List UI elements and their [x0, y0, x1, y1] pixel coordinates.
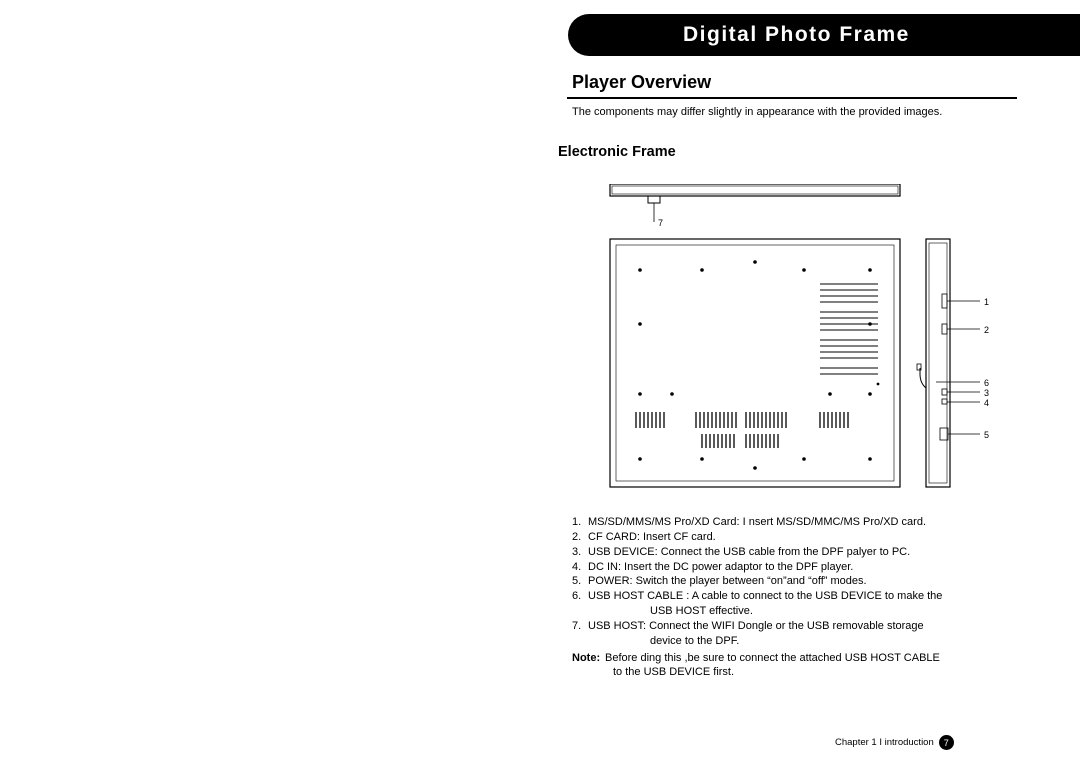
- list-item: 2.CF CARD: Insert CF card.: [572, 530, 1022, 545]
- footer-chapter: Chapter 1 I introduction: [835, 737, 934, 748]
- callout-1: 1: [984, 297, 989, 307]
- section-intro: The components may differ slightly in ap…: [572, 106, 942, 118]
- callout-4: 4: [984, 398, 989, 408]
- note-cont: to the USB DEVICE first.: [572, 665, 1022, 680]
- device-diagram: 7: [580, 184, 1010, 499]
- list-item: 5.POWER: Switch the player between “on”a…: [572, 574, 1022, 589]
- feature-list: 1.MS/SD/MMS/MS Pro/XD Card: I nsert MS/S…: [572, 515, 1022, 680]
- header-title: Digital Photo Frame: [683, 23, 910, 47]
- section-underline: [567, 97, 1017, 99]
- footer-page-number: 7: [939, 735, 954, 750]
- callout-5: 5: [984, 430, 989, 440]
- page-footer: Chapter 1 I introduction 7: [835, 735, 954, 750]
- list-item-cont: USB HOST effective.: [572, 604, 1022, 619]
- list-item-cont: device to the DPF.: [572, 634, 1022, 649]
- section-title: Player Overview: [572, 72, 711, 93]
- note: Note: Before ding this ,be sure to conne…: [572, 651, 1022, 666]
- callout-3: 3: [984, 388, 989, 398]
- note-text: Before ding this ,be sure to connect the…: [605, 651, 1022, 666]
- callout-6: 6: [984, 378, 989, 388]
- list-item: 7.USB HOST: Connect the WIFI Dongle or t…: [572, 619, 1022, 634]
- list-item: 1.MS/SD/MMS/MS Pro/XD Card: I nsert MS/S…: [572, 515, 1022, 530]
- list-item: 4.DC IN: Insert the DC power adaptor to …: [572, 560, 1022, 575]
- list-item: 6.USB HOST CABLE : A cable to connect to…: [572, 589, 1022, 604]
- callout-7: 7: [658, 218, 663, 228]
- subsection-title: Electronic Frame: [558, 144, 676, 160]
- note-label: Note:: [572, 651, 605, 666]
- list-item: 3.USB DEVICE: Connect the USB cable from…: [572, 545, 1022, 560]
- header-bar: Digital Photo Frame: [568, 14, 1080, 56]
- callout-2: 2: [984, 325, 989, 335]
